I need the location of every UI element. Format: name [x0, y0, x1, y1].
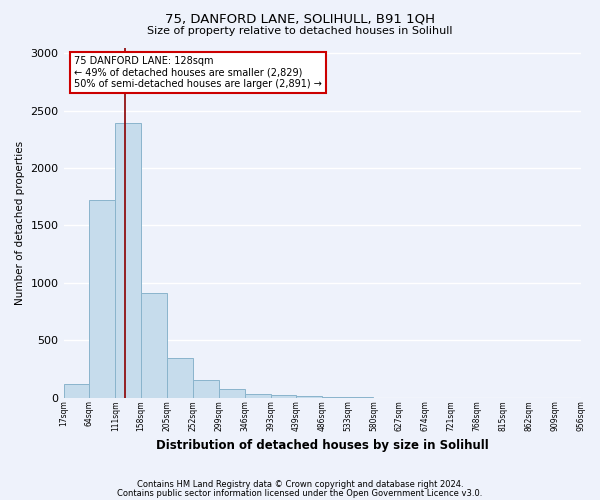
Text: 75, DANFORD LANE, SOLIHULL, B91 1QH: 75, DANFORD LANE, SOLIHULL, B91 1QH — [165, 12, 435, 26]
Text: Size of property relative to detached houses in Solihull: Size of property relative to detached ho… — [147, 26, 453, 36]
Bar — [193, 380, 219, 398]
Bar — [141, 293, 167, 398]
Bar — [245, 394, 271, 398]
Bar — [322, 397, 347, 398]
Bar — [115, 123, 141, 398]
Text: 75 DANFORD LANE: 128sqm
← 49% of detached houses are smaller (2,829)
50% of semi: 75 DANFORD LANE: 128sqm ← 49% of detache… — [74, 56, 322, 90]
Bar — [167, 358, 193, 398]
X-axis label: Distribution of detached houses by size in Solihull: Distribution of detached houses by size … — [155, 440, 488, 452]
Bar — [64, 384, 89, 398]
Bar — [89, 200, 115, 398]
Bar — [296, 396, 322, 398]
Bar — [219, 390, 245, 398]
Text: Contains HM Land Registry data © Crown copyright and database right 2024.: Contains HM Land Registry data © Crown c… — [137, 480, 463, 489]
Y-axis label: Number of detached properties: Number of detached properties — [15, 140, 25, 304]
Bar — [271, 395, 296, 398]
Text: Contains public sector information licensed under the Open Government Licence v3: Contains public sector information licen… — [118, 488, 482, 498]
